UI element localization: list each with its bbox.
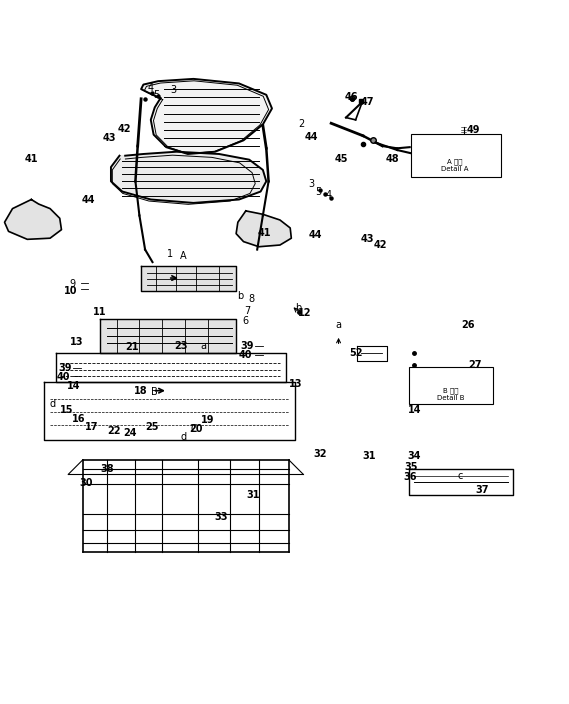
Text: 5: 5 (316, 187, 321, 196)
Bar (409, 367, 493, 404)
Text: 31: 31 (362, 451, 376, 460)
Text: 50: 50 (460, 153, 473, 163)
Text: 23: 23 (174, 341, 188, 351)
Text: 6: 6 (243, 315, 249, 326)
Text: 33: 33 (214, 512, 228, 522)
Text: 11: 11 (93, 307, 106, 318)
Text: a: a (336, 320, 341, 329)
Text: 7: 7 (245, 306, 250, 316)
Text: 32: 32 (313, 449, 327, 460)
Text: 13: 13 (289, 379, 303, 389)
Text: 47: 47 (360, 96, 374, 106)
Text: 15: 15 (60, 405, 74, 415)
Text: a: a (201, 341, 207, 351)
Text: 36: 36 (403, 472, 417, 482)
Text: 41: 41 (258, 227, 271, 237)
Text: B 詳細
Detail B: B 詳細 Detail B (437, 387, 464, 401)
Text: 14: 14 (407, 405, 421, 415)
Text: 19: 19 (201, 415, 215, 425)
Text: 13: 13 (70, 337, 84, 347)
Text: 45: 45 (335, 153, 348, 163)
Text: 49: 49 (467, 125, 480, 135)
Text: 3: 3 (171, 85, 176, 95)
Text: 42: 42 (117, 124, 131, 134)
Text: 40: 40 (57, 372, 71, 382)
Text: 38: 38 (100, 464, 114, 474)
Text: b: b (296, 303, 302, 313)
Text: C: C (190, 425, 197, 434)
Polygon shape (141, 79, 272, 154)
Text: A: A (180, 251, 187, 261)
Text: 21: 21 (125, 342, 139, 353)
Text: 43: 43 (360, 234, 374, 244)
Text: 2: 2 (299, 120, 304, 130)
Text: 10: 10 (64, 286, 77, 296)
Text: 43: 43 (102, 133, 116, 143)
Text: c: c (457, 471, 463, 481)
Text: 22: 22 (107, 425, 121, 436)
Text: 16: 16 (72, 414, 85, 424)
Text: 41: 41 (24, 153, 38, 163)
Text: 46: 46 (345, 92, 358, 102)
Text: 24: 24 (123, 428, 137, 438)
Polygon shape (236, 211, 291, 246)
Text: 14: 14 (67, 381, 81, 391)
Text: 27: 27 (468, 360, 482, 370)
Text: 44: 44 (81, 194, 95, 204)
Bar (411, 134, 501, 177)
Text: 8: 8 (249, 294, 254, 303)
Text: b: b (237, 291, 243, 301)
Text: 4: 4 (148, 83, 154, 93)
Text: 39: 39 (59, 363, 72, 373)
Text: d: d (180, 432, 186, 442)
Polygon shape (141, 265, 236, 291)
Text: 28: 28 (468, 370, 482, 379)
Text: 20: 20 (189, 424, 203, 434)
Polygon shape (5, 199, 61, 239)
Text: 3: 3 (309, 179, 315, 189)
Text: 48: 48 (386, 153, 399, 163)
Text: 26: 26 (461, 320, 475, 329)
Polygon shape (111, 151, 266, 203)
Text: 40: 40 (239, 351, 253, 360)
Text: 37: 37 (476, 484, 489, 495)
Text: 5: 5 (154, 90, 159, 100)
Text: 31: 31 (246, 491, 260, 501)
Polygon shape (100, 319, 236, 353)
Text: 44: 44 (305, 132, 319, 142)
Text: 12: 12 (298, 308, 311, 318)
Text: 4: 4 (326, 190, 332, 200)
Text: 18: 18 (134, 386, 148, 396)
Text: 42: 42 (373, 240, 387, 250)
Text: B: B (151, 386, 158, 397)
Text: 17: 17 (85, 422, 99, 432)
Text: 44: 44 (309, 230, 323, 240)
Text: d: d (50, 399, 55, 409)
Text: 30: 30 (80, 478, 93, 488)
Text: 39: 39 (241, 341, 254, 351)
Text: 1: 1 (167, 249, 172, 259)
Text: 29: 29 (468, 380, 482, 390)
Text: 34: 34 (407, 451, 421, 460)
Text: A 詳細
Detail A: A 詳細 Detail A (442, 158, 469, 172)
Text: 25: 25 (146, 422, 159, 432)
Text: 35: 35 (404, 462, 418, 472)
Text: 52: 52 (349, 348, 362, 358)
Text: 51: 51 (461, 144, 475, 153)
Text: 9: 9 (70, 279, 76, 289)
